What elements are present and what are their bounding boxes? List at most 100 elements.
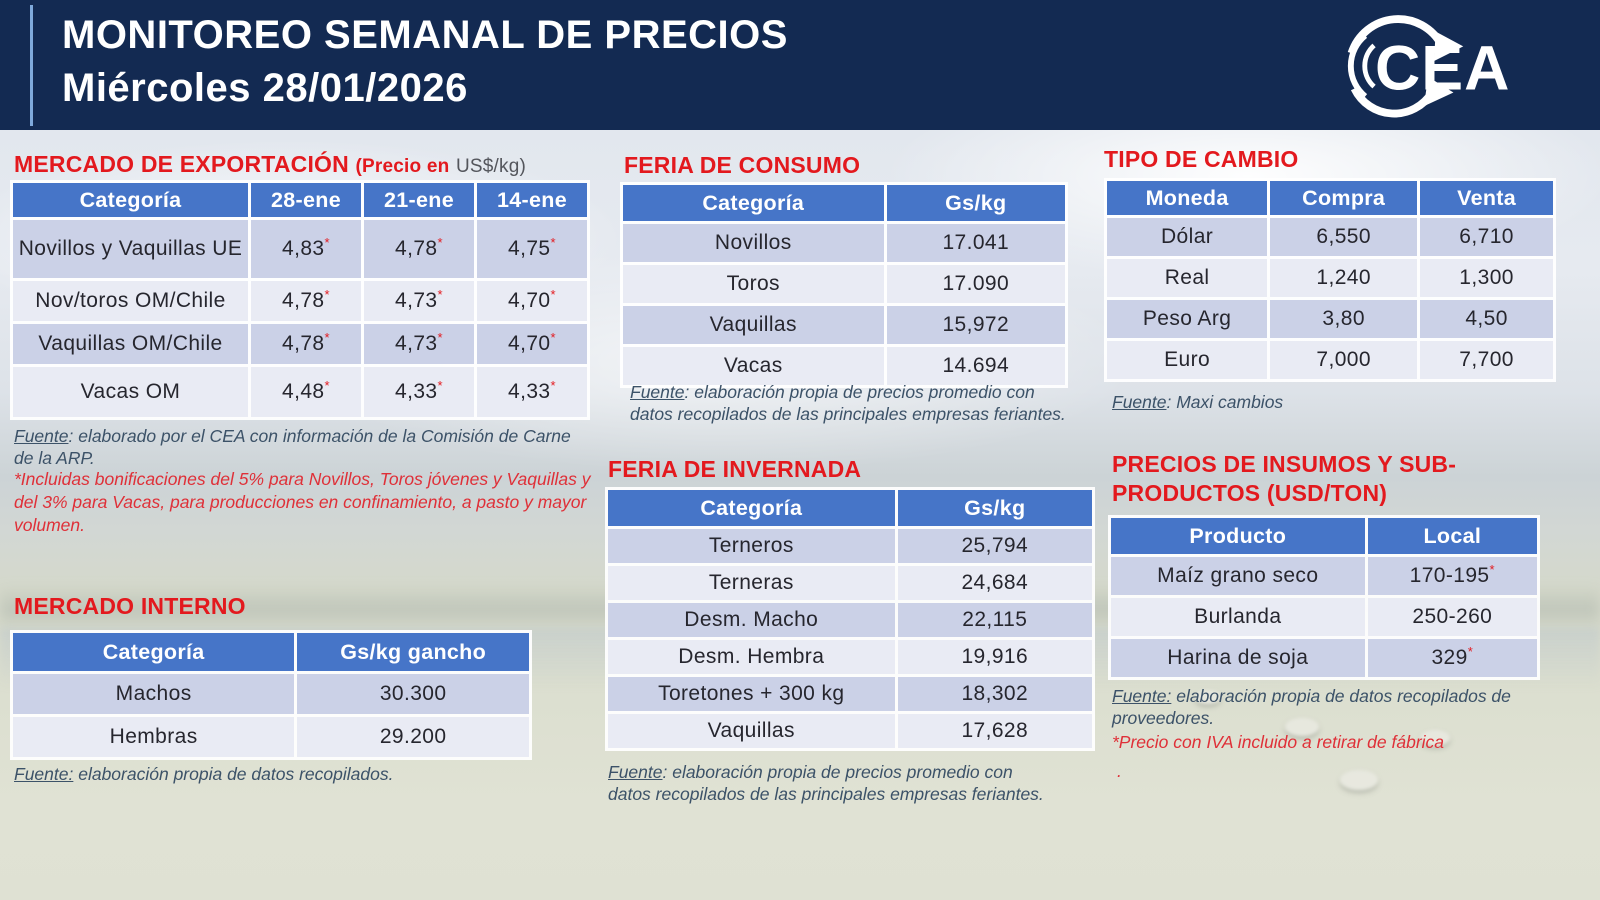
cea-logo-icon: CEA bbox=[1347, 15, 1509, 118]
insumos-title-line2: PRODUCTOS (USD/TON) bbox=[1112, 480, 1388, 506]
insumos-footnote-dot: . bbox=[1117, 761, 1122, 781]
report-title: MONITOREO SEMANAL DE PRECIOS bbox=[62, 13, 788, 57]
fuente-label: Fuente: bbox=[1112, 686, 1172, 706]
fuente-label: Fuente: bbox=[14, 764, 74, 784]
table-row: Maíz grano seco 170-195* bbox=[1111, 557, 1537, 595]
row-category: Peso Arg bbox=[1107, 300, 1268, 338]
price-cell: 1,300 bbox=[1420, 259, 1553, 297]
table-row: Vacas OM 4,48* 4,33* 4,33* bbox=[13, 367, 587, 417]
price-cell: 4,78* bbox=[364, 220, 474, 278]
cambio-header-row: Moneda Compra Venta bbox=[1107, 181, 1553, 215]
col-14ene: 14-ene bbox=[477, 183, 587, 217]
col-categoria: Categoría bbox=[13, 183, 248, 217]
table-row: Euro 7,000 7,700 bbox=[1107, 341, 1553, 379]
price-cell: 18,302 bbox=[897, 677, 1092, 711]
price-cell: 4,73* bbox=[364, 281, 474, 321]
insumos-title: PRECIOS DE INSUMOS Y SUB- PRODUCTOS (USD… bbox=[1112, 450, 1562, 508]
row-category: Terneros bbox=[608, 529, 895, 563]
table-row: Toros 17.090 bbox=[623, 265, 1065, 303]
price-cell: 4,48* bbox=[251, 367, 361, 417]
interno-table: Categoría Gs/kg gancho Machos 30.300 Hem… bbox=[10, 630, 532, 760]
asterisk-marker: * bbox=[550, 329, 556, 345]
asterisk-marker: * bbox=[437, 286, 443, 302]
exportacion-title-text: MERCADO DE EXPORTACIÓN bbox=[14, 151, 349, 177]
fuente-text: elaboración propia de datos recopilados. bbox=[73, 764, 394, 784]
row-category: Machos bbox=[13, 674, 295, 714]
table-row: Peso Arg 3,80 4,50 bbox=[1107, 300, 1553, 338]
col-compra: Compra bbox=[1270, 181, 1418, 215]
asterisk-marker: * bbox=[550, 234, 556, 250]
table-row: Vaquillas 17,628 bbox=[608, 714, 1092, 748]
fuente-text: elaboración propia de datos recopilados … bbox=[1112, 686, 1511, 728]
table-row: Vaquillas 15,972 bbox=[623, 306, 1065, 344]
col-producto: Producto bbox=[1111, 518, 1365, 554]
consumo-fuente: Fuente: elaboración propia de precios pr… bbox=[630, 382, 1066, 426]
cattle-blob bbox=[1285, 718, 1319, 736]
table-row: Novillos 17.041 bbox=[623, 224, 1065, 262]
fuente-label: Fuente bbox=[630, 382, 685, 402]
header-banner: MONITOREO SEMANAL DE PRECIOS Miércoles 2… bbox=[0, 0, 1600, 130]
row-category: Hembras bbox=[13, 717, 295, 757]
row-category: Vacas OM bbox=[13, 367, 248, 417]
price-cell: 170-195* bbox=[1367, 557, 1537, 595]
table-row: Dólar 6,550 6,710 bbox=[1107, 218, 1553, 256]
asterisk-marker: * bbox=[437, 377, 443, 393]
price-cell: 7,000 bbox=[1270, 341, 1418, 379]
price-cell: 4,75* bbox=[477, 220, 587, 278]
report-date: Miércoles 28/01/2026 bbox=[62, 66, 468, 110]
asterisk-marker: * bbox=[1489, 561, 1495, 577]
asterisk-marker: * bbox=[437, 329, 443, 345]
price-cell: 19,916 bbox=[897, 640, 1092, 674]
fuente-text: : elaboración propia de precios promedio… bbox=[630, 382, 1066, 424]
cea-logo: CEA bbox=[1328, 2, 1524, 128]
col-moneda: Moneda bbox=[1107, 181, 1268, 215]
price-cell: 6,710 bbox=[1420, 218, 1553, 256]
consumo-title: FERIA DE CONSUMO bbox=[624, 152, 861, 178]
price-cell: 30.300 bbox=[297, 674, 529, 714]
price-cell: 4,50 bbox=[1420, 300, 1553, 338]
table-row: Vaquillas OM/Chile 4,78* 4,73* 4,70* bbox=[13, 324, 587, 364]
price-cell: 7,700 bbox=[1420, 341, 1553, 379]
banner-accent-line bbox=[30, 5, 33, 126]
insumos-title-line1: PRECIOS DE INSUMOS Y SUB- bbox=[1112, 451, 1457, 477]
price-cell: 17.090 bbox=[886, 265, 1065, 303]
table-row: Toretones + 300 kg 18,302 bbox=[608, 677, 1092, 711]
asterisk-marker: * bbox=[437, 234, 443, 250]
col-28ene: 28-ene bbox=[251, 183, 361, 217]
row-category: Vaquillas OM/Chile bbox=[13, 324, 248, 364]
table-row: Terneras 24,684 bbox=[608, 566, 1092, 600]
row-category: Novillos bbox=[623, 224, 884, 262]
col-gskg: Gs/kg bbox=[886, 185, 1065, 221]
table-row: Novillos y Vaquillas UE 4,83* 4,78* 4,75… bbox=[13, 220, 587, 278]
exportacion-fuente: Fuente: elaborado por el CEA con informa… bbox=[14, 426, 594, 470]
asterisk-marker: * bbox=[324, 329, 330, 345]
price-cell: 329* bbox=[1367, 639, 1537, 677]
price-cell: 4,33* bbox=[364, 367, 474, 417]
col-21ene: 21-ene bbox=[364, 183, 474, 217]
price-cell: 4,33* bbox=[477, 367, 587, 417]
row-category: Dólar bbox=[1107, 218, 1268, 256]
table-row: Burlanda 250-260 bbox=[1111, 598, 1537, 636]
consumo-table: Categoría Gs/kg Novillos 17.041 Toros 17… bbox=[620, 182, 1068, 388]
price-cell: 17,628 bbox=[897, 714, 1092, 748]
row-category: Vacas bbox=[623, 347, 884, 385]
cattle-blob bbox=[1340, 770, 1378, 790]
price-cell: 4,78* bbox=[251, 281, 361, 321]
invernada-fuente: Fuente: elaboración propia de precios pr… bbox=[608, 762, 1044, 806]
price-cell: 15,972 bbox=[886, 306, 1065, 344]
interno-fuente: Fuente: elaboración propia de datos reco… bbox=[14, 764, 554, 786]
interno-header-row: Categoría Gs/kg gancho bbox=[13, 633, 529, 671]
price-cell: 1,240 bbox=[1270, 259, 1418, 297]
price-cell: 3,80 bbox=[1270, 300, 1418, 338]
col-categoria: Categoría bbox=[608, 490, 895, 526]
col-gskg-gancho: Gs/kg gancho bbox=[297, 633, 529, 671]
row-category: Harina de soja bbox=[1111, 639, 1365, 677]
asterisk-marker: * bbox=[1467, 643, 1474, 659]
row-category: Terneras bbox=[608, 566, 895, 600]
invernada-header-row: Categoría Gs/kg bbox=[608, 490, 1092, 526]
row-category: Vaquillas bbox=[608, 714, 895, 748]
fuente-text: : Maxi cambios bbox=[1166, 392, 1284, 412]
col-venta: Venta bbox=[1420, 181, 1553, 215]
row-category: Desm. Hembra bbox=[608, 640, 895, 674]
